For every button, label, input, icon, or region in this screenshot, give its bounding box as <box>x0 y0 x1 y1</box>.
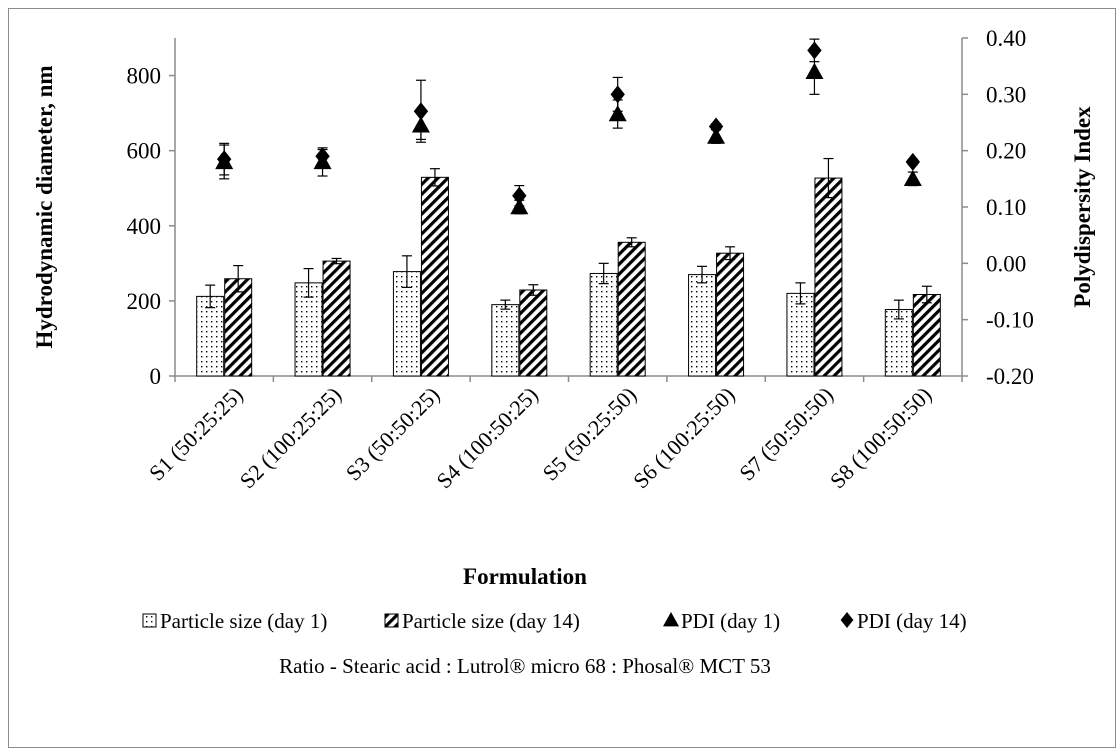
bar-day1 <box>392 271 421 377</box>
axes-group: 0 200 400 600 800 -0.20 -0.10 0.00 0.10 0.20 0.30 0… <box>127 26 1034 389</box>
pdi-day14-marker <box>413 102 429 121</box>
pdi-day1-marker <box>707 127 726 144</box>
bar-day14 <box>716 252 745 377</box>
y-left-tick-label: 800 <box>127 64 162 89</box>
pdi-day14-marker <box>708 117 724 136</box>
pdi-day1-marker <box>903 169 922 187</box>
pdi-day14-marker <box>512 186 527 205</box>
bar-day14 <box>322 260 351 377</box>
bar-day1 <box>589 272 618 377</box>
chart-footnote: Ratio - Stearic acid : Lutrol® micro 68 … <box>279 654 771 678</box>
x-category-label: S5 (50:25:50) <box>538 382 642 486</box>
x-axis-title: Formulation <box>463 564 587 589</box>
bar-day14 <box>224 278 253 377</box>
bar-day1 <box>294 282 323 377</box>
x-category-label: S2 (100:25:25) <box>235 382 346 493</box>
y-right-tick-label: 0.10 <box>986 195 1026 220</box>
y-axis-left-title: Hydrodynamic diameter, nm <box>32 65 57 348</box>
legend-label: Particle size (day 14) <box>402 609 580 633</box>
x-category-label: S7 (50:50:50) <box>734 382 838 486</box>
pdi-day14-marker <box>315 147 330 166</box>
pdi-day14-marker <box>216 150 232 169</box>
y-left-tick-label: 400 <box>127 214 162 239</box>
chart-svg: 0 200 400 600 800 -0.20 -0.10 0.00 0.10 0.20 0.30 0… <box>32 26 1095 633</box>
bar-day1 <box>491 304 520 377</box>
legend-swatch-pdi-day1 <box>663 612 679 627</box>
y-axis-right-title: Polydispersity Index <box>1070 106 1095 308</box>
x-category-label: S3 (50:50:25) <box>341 382 445 486</box>
x-category-label: S6 (100:25:50) <box>628 382 739 493</box>
y-left-tick-label: 0 <box>150 364 162 389</box>
y-right-tick-label: 0.20 <box>986 139 1026 164</box>
legend-swatch-day1-bar <box>142 613 157 628</box>
bar-day14 <box>420 176 449 377</box>
x-category-label: S4 (100:50:25) <box>431 382 542 493</box>
y-left-tick-label: 200 <box>127 289 162 314</box>
legend-group: Particle size (day 1) Particle size (day … <box>142 609 967 633</box>
bar-day14 <box>519 289 548 377</box>
bar-day1 <box>786 292 815 377</box>
x-category-label: S1 (50:25:25) <box>144 382 248 486</box>
pdi-day14-marker <box>807 41 822 60</box>
y-right-tick-label: 0.40 <box>986 26 1026 51</box>
bar-day14 <box>814 177 843 377</box>
y-right-tick-label: 0.00 <box>986 251 1026 276</box>
pdi-day1-marker <box>608 105 627 122</box>
bar-day1 <box>196 295 225 377</box>
pdi-day1-marker <box>805 62 824 79</box>
y-left-tick-label: 600 <box>127 139 162 164</box>
pdi-day14-marker <box>905 152 921 171</box>
legend-label: PDI (day 14) <box>857 609 967 633</box>
bar-day1 <box>688 274 717 377</box>
legend-label: Particle size (day 1) <box>160 609 327 633</box>
y-right-tick-label: -0.20 <box>986 364 1034 389</box>
markers-group <box>215 38 922 215</box>
x-category-label: S8 (100:50:50) <box>825 382 936 493</box>
bar-day14 <box>617 241 646 377</box>
pdi-day14-marker <box>610 85 625 104</box>
y-right-tick-label: -0.10 <box>986 308 1034 333</box>
bar-day14 <box>912 294 941 377</box>
y-right-tick-label: 0.30 <box>986 82 1026 107</box>
legend-swatch-pdi-day14 <box>840 612 854 628</box>
legend-label: PDI (day 1) <box>681 609 780 633</box>
legend-swatch-day14-bar <box>384 613 399 628</box>
bars-group <box>196 157 941 377</box>
